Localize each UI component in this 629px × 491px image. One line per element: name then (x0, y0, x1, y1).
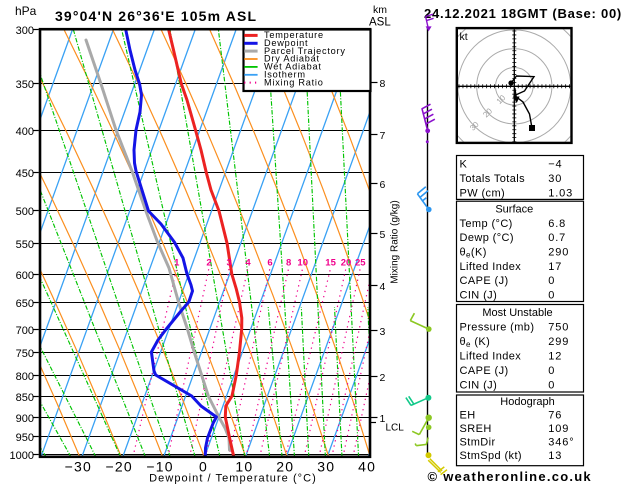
svg-text:Dewpoint / Temperature (°C): Dewpoint / Temperature (°C) (149, 473, 317, 485)
svg-text:Mixing Ratio: Mixing Ratio (264, 77, 324, 87)
svg-text:350: 350 (16, 79, 34, 91)
svg-text:kt: kt (460, 31, 468, 43)
svg-text:950: 950 (16, 432, 34, 444)
svg-text:Most Unstable: Most Unstable (482, 307, 552, 319)
svg-text:θe(K): θe(K) (460, 247, 487, 260)
svg-text:850: 850 (16, 392, 34, 404)
svg-text:Lifted Index: Lifted Index (460, 351, 522, 363)
svg-text:Wet Adiabat: Wet Adiabat (264, 62, 322, 72)
svg-text:8: 8 (380, 78, 386, 90)
svg-text:450: 450 (16, 168, 34, 180)
svg-text:76: 76 (548, 410, 562, 422)
svg-text:StmSpd (kt): StmSpd (kt) (460, 450, 522, 462)
svg-text:2: 2 (206, 258, 211, 269)
svg-text:LCL: LCL (386, 423, 405, 434)
svg-text:400: 400 (16, 126, 34, 138)
svg-text:550: 550 (16, 239, 34, 251)
svg-text:650: 650 (16, 298, 34, 310)
svg-text:109: 109 (548, 423, 569, 435)
svg-text:5: 5 (380, 229, 386, 241)
svg-text:900: 900 (16, 413, 34, 425)
svg-text:6: 6 (267, 258, 272, 269)
svg-text:1000: 1000 (10, 450, 34, 462)
svg-text:8: 8 (286, 258, 291, 269)
svg-text:0: 0 (548, 289, 555, 301)
svg-text:500: 500 (16, 206, 34, 218)
svg-text:0: 0 (199, 459, 208, 475)
svg-text:30: 30 (548, 173, 562, 185)
svg-text:Temperature: Temperature (264, 30, 324, 40)
svg-text:PW (cm): PW (cm) (460, 188, 506, 200)
svg-text:3: 3 (380, 326, 386, 338)
svg-text:StmDir: StmDir (460, 437, 496, 449)
svg-text:CAPE (J): CAPE (J) (460, 275, 509, 287)
svg-text:40: 40 (358, 459, 376, 475)
svg-text:Mixing Ratio (g/kg): Mixing Ratio (g/kg) (390, 200, 401, 283)
svg-text:Dewpoint: Dewpoint (264, 38, 308, 48)
svg-text:0: 0 (548, 380, 555, 392)
svg-text:25: 25 (355, 258, 366, 269)
svg-text:km: km (373, 4, 387, 16)
svg-text:4: 4 (380, 281, 386, 293)
svg-text:6.8: 6.8 (548, 218, 566, 230)
svg-text:20: 20 (341, 258, 352, 269)
svg-text:4: 4 (245, 258, 251, 269)
svg-text:12: 12 (548, 351, 562, 363)
svg-text:600: 600 (16, 270, 34, 282)
svg-text:15: 15 (325, 258, 336, 269)
svg-text:0: 0 (548, 365, 555, 377)
svg-text:Temp (°C): Temp (°C) (460, 218, 513, 230)
svg-text:3: 3 (227, 258, 232, 269)
svg-text:CIN (J): CIN (J) (460, 289, 498, 301)
svg-text:1.03: 1.03 (548, 188, 573, 200)
svg-text:θe (K): θe (K) (460, 336, 491, 349)
svg-text:24.12.2021 18GMT (Base: 00): 24.12.2021 18GMT (Base: 00) (424, 6, 622, 21)
svg-text:700: 700 (16, 325, 34, 337)
svg-text:20: 20 (276, 459, 294, 475)
svg-text:10: 10 (297, 258, 308, 269)
svg-text:0: 0 (548, 275, 555, 287)
svg-text:300: 300 (16, 25, 34, 37)
svg-text:800: 800 (16, 371, 34, 383)
svg-text:Dewp (°C): Dewp (°C) (460, 232, 514, 244)
svg-text:10: 10 (235, 459, 253, 475)
svg-text:346°: 346° (548, 437, 574, 449)
svg-text:750: 750 (548, 322, 569, 334)
svg-text:299: 299 (548, 336, 569, 348)
svg-text:CIN (J): CIN (J) (460, 380, 498, 392)
svg-text:Lifted Index: Lifted Index (460, 261, 522, 273)
svg-text:2: 2 (380, 372, 386, 384)
svg-text:Parcel Trajectory: Parcel Trajectory (264, 46, 346, 56)
svg-text:Hodograph: Hodograph (500, 396, 554, 408)
svg-text:hPa: hPa (15, 4, 37, 18)
svg-text:0.7: 0.7 (548, 232, 566, 244)
svg-text:Pressure (mb): Pressure (mb) (460, 322, 535, 334)
svg-text:Isotherm: Isotherm (264, 70, 306, 80)
svg-text:© weatheronline.co.uk: © weatheronline.co.uk (428, 469, 592, 484)
svg-text:6: 6 (380, 179, 386, 191)
svg-text:1: 1 (380, 413, 386, 425)
svg-text:7: 7 (380, 130, 386, 142)
svg-text:290: 290 (548, 247, 569, 259)
svg-text:EH: EH (460, 410, 476, 422)
svg-text:750: 750 (16, 348, 34, 360)
svg-text:−20: −20 (106, 459, 133, 475)
svg-text:30: 30 (317, 459, 335, 475)
svg-text:Surface: Surface (495, 204, 533, 216)
svg-text:ASL: ASL (369, 17, 391, 29)
svg-text:K: K (460, 159, 468, 171)
svg-text:−4: −4 (548, 159, 562, 171)
svg-text:−10: −10 (146, 459, 173, 475)
svg-text:17: 17 (548, 261, 562, 273)
svg-text:CAPE (J): CAPE (J) (460, 365, 509, 377)
svg-text:SREH: SREH (460, 423, 492, 435)
svg-text:39°04'N 26°36'E 105m ASL: 39°04'N 26°36'E 105m ASL (55, 8, 257, 24)
svg-text:−30: −30 (65, 459, 92, 475)
svg-text:Totals Totals: Totals Totals (460, 173, 526, 185)
svg-text:13: 13 (548, 450, 562, 462)
svg-text:1: 1 (174, 258, 180, 269)
svg-text:Dry Adiabat: Dry Adiabat (264, 54, 320, 64)
